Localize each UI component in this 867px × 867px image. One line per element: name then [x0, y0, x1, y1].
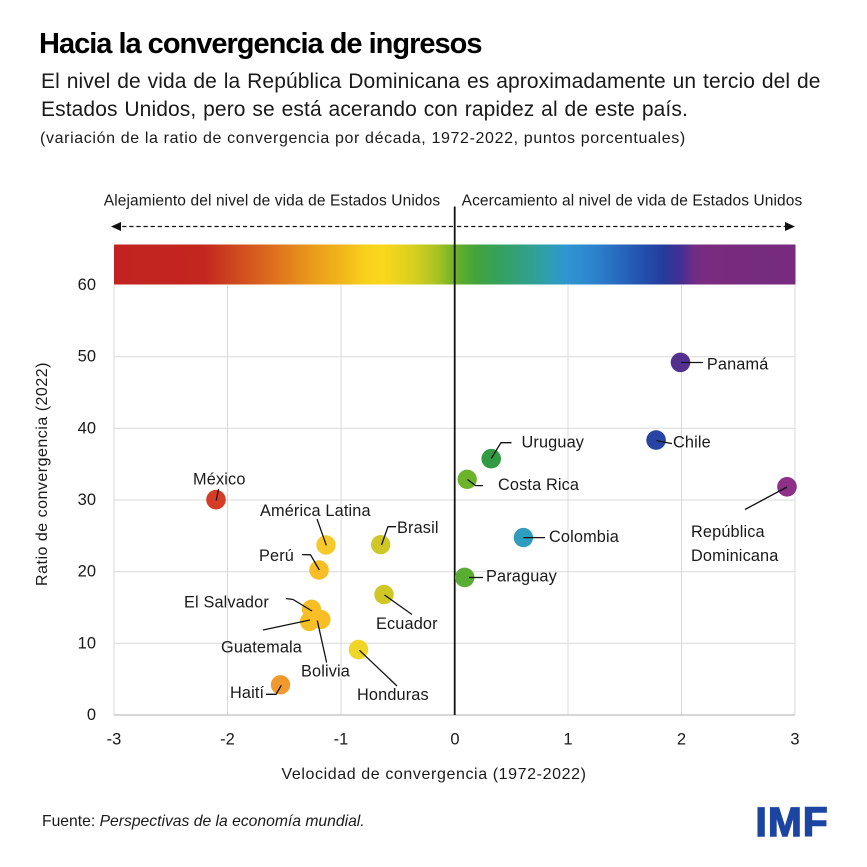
svg-text:República: República: [691, 523, 766, 541]
svg-text:2: 2: [677, 731, 686, 749]
svg-text:-3: -3: [107, 731, 122, 749]
svg-text:Dominicana: Dominicana: [691, 547, 779, 565]
svg-text:0: 0: [450, 731, 459, 749]
svg-text:20: 20: [78, 563, 96, 581]
svg-text:Haití: Haití: [230, 684, 265, 702]
svg-text:Bolivia: Bolivia: [301, 663, 351, 681]
svg-text:Velocidad de convergencia (197: Velocidad de convergencia (1972-2022): [281, 766, 586, 783]
svg-text:Guatemala: Guatemala: [221, 639, 303, 657]
svg-text:0: 0: [87, 706, 96, 724]
svg-text:Ratio de convergencia (2022): Ratio de convergencia (2022): [34, 362, 51, 586]
svg-text:Paraguay: Paraguay: [486, 568, 558, 586]
svg-text:El Salvador: El Salvador: [184, 594, 269, 612]
svg-text:-1: -1: [334, 731, 349, 749]
svg-text:México: México: [193, 471, 245, 489]
svg-text:60: 60: [78, 276, 96, 294]
svg-text:Brasil: Brasil: [397, 519, 439, 537]
svg-text:Acercamiento al nivel de vida: Acercamiento al nivel de vida de Estados…: [462, 192, 803, 209]
svg-text:Uruguay: Uruguay: [522, 434, 585, 452]
svg-text:Chile: Chile: [673, 434, 711, 452]
svg-text:50: 50: [78, 348, 96, 366]
svg-text:Costa Rica: Costa Rica: [498, 476, 580, 494]
svg-text:Panamá: Panamá: [707, 355, 769, 373]
svg-text:Ecuador: Ecuador: [376, 615, 438, 633]
svg-text:Honduras: Honduras: [357, 686, 429, 704]
svg-text:-2: -2: [220, 731, 235, 749]
svg-text:América Latina: América Latina: [260, 502, 371, 520]
svg-text:1: 1: [563, 731, 572, 749]
svg-text:40: 40: [78, 419, 96, 437]
svg-text:30: 30: [78, 491, 96, 509]
svg-text:3: 3: [790, 731, 799, 749]
svg-text:10: 10: [78, 634, 96, 652]
svg-text:Perú: Perú: [259, 547, 294, 565]
svg-text:Colombia: Colombia: [549, 528, 620, 546]
svg-text:Alejamiento del nivel de vida: Alejamiento del nivel de vida de Estados…: [104, 192, 441, 209]
